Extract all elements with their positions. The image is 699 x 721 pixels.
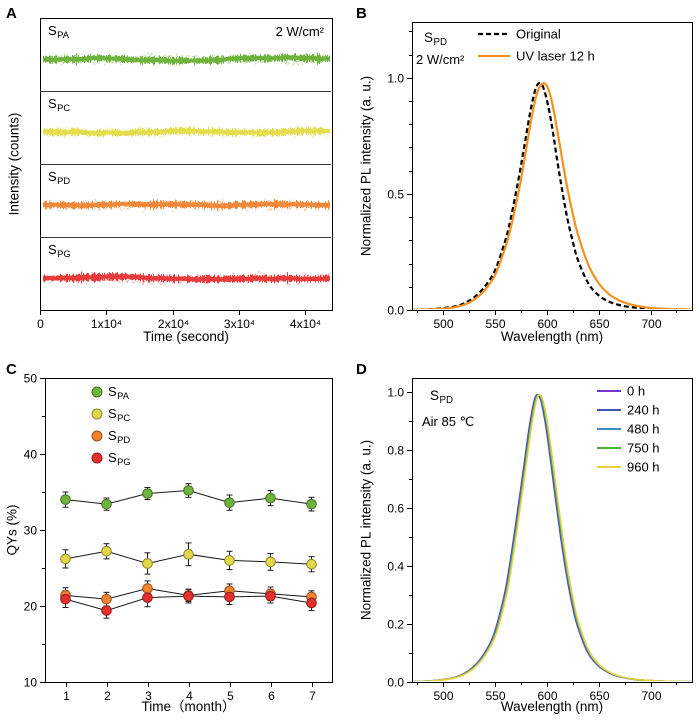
panel-d-x-axis-title: Wavelength (nm)	[500, 699, 604, 714]
panel-d-y-axis-title: Normalized PL intensity (a. u.)	[358, 439, 374, 621]
panel-b-letter: B	[356, 5, 367, 22]
panel-c-quantum-yield-chart	[0, 360, 350, 721]
panel-a-photostability-chart	[0, 0, 350, 360]
panel-a-x-axis-title: Time (second)	[143, 329, 229, 344]
panel-b-x-axis-title: Wavelength (nm)	[500, 329, 604, 344]
panel-a-y-axis-title: Intensity (counts)	[6, 112, 22, 216]
panel-c-y-axis-title: QYs (%)	[4, 504, 20, 556]
panel-c-letter: C	[6, 361, 17, 378]
panel-b-pl-spectra-chart	[350, 0, 699, 360]
panel-b-y-axis-title: Normalized PL intensity (a. u.)	[358, 75, 374, 257]
panel-d-letter: D	[356, 361, 367, 378]
panel-a-letter: A	[6, 5, 17, 22]
panel-d-thermal-stability-chart	[350, 360, 699, 721]
panel-c-x-axis-title: Time（month）	[141, 699, 236, 714]
